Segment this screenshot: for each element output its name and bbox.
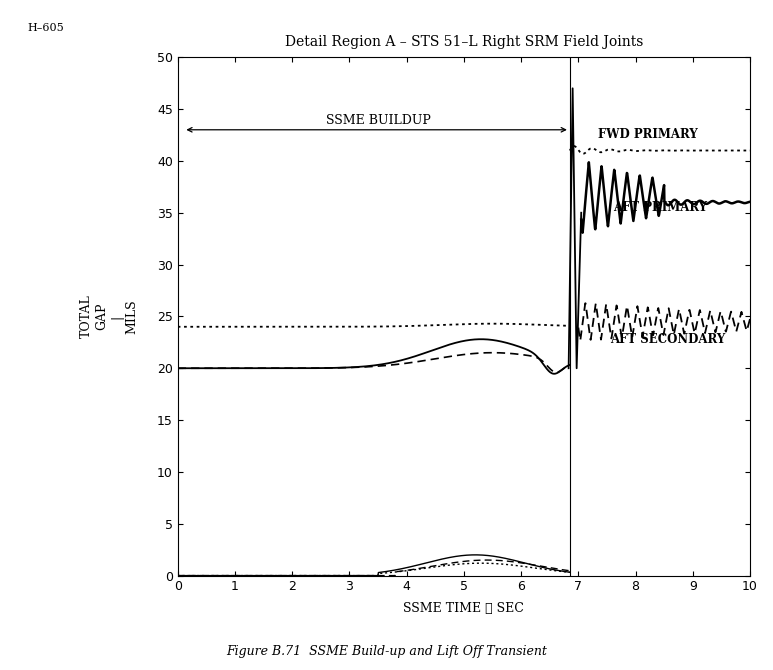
Text: FWD PRIMARY: FWD PRIMARY bbox=[598, 129, 698, 141]
Text: Figure B.71  SSME Build-up and Lift Off Transient: Figure B.71 SSME Build-up and Lift Off T… bbox=[226, 645, 547, 658]
X-axis label: SSME TIME ❘ SEC: SSME TIME ❘ SEC bbox=[404, 602, 524, 615]
Text: H–605: H–605 bbox=[27, 23, 64, 34]
Text: AFT SECONDARY: AFT SECONDARY bbox=[610, 333, 725, 346]
Text: AFT PRIMARY: AFT PRIMARY bbox=[613, 201, 707, 214]
Text: TOTAL
GAP
|
MILS: TOTAL GAP | MILS bbox=[80, 295, 138, 338]
Title: Detail Region A – STS 51–L Right SRM Field Joints: Detail Region A – STS 51–L Right SRM Fie… bbox=[284, 35, 643, 49]
Text: SSME BUILDUP: SSME BUILDUP bbox=[325, 114, 431, 127]
